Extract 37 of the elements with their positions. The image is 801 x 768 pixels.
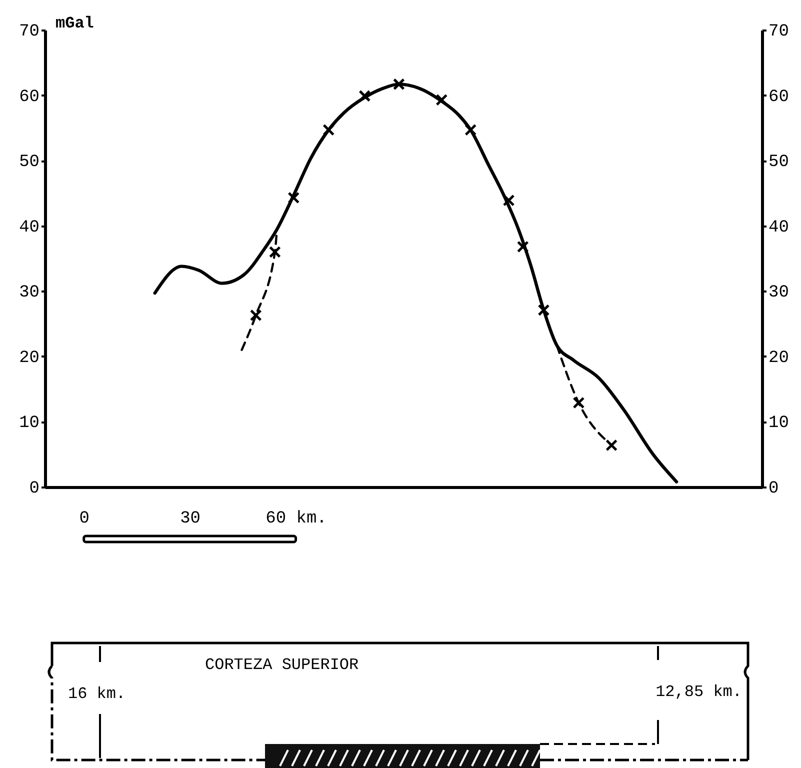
point <box>392 78 405 90</box>
y2-tick-label: 0 <box>768 480 779 498</box>
y-tick-label: 0 <box>29 480 40 498</box>
point <box>436 94 448 106</box>
y2-tick-label: 40 <box>768 218 789 238</box>
point <box>268 246 281 258</box>
y-tick-label: 30 <box>19 284 40 303</box>
point <box>538 304 550 316</box>
y-tick-label: 60 <box>19 88 40 107</box>
line-series <box>153 82 678 484</box>
point <box>572 396 585 409</box>
x-tick-label: 60 km. <box>266 510 327 528</box>
y2-tick-label: 10 <box>768 414 789 434</box>
x-tick-label: 30 <box>180 510 201 528</box>
y2-tick-label: 60 <box>768 88 789 107</box>
x-tick-label: 0 <box>79 510 90 528</box>
point <box>464 124 477 136</box>
y-tick-label: 50 <box>19 153 40 172</box>
point <box>250 309 262 322</box>
point <box>606 439 618 452</box>
y-tick-label: 40 <box>19 218 40 238</box>
text: CORTEZA SUPERIOR <box>205 656 360 674</box>
point <box>358 90 371 102</box>
text: 16 km. <box>68 685 126 703</box>
y2-tick-label: 30 <box>768 284 789 303</box>
point <box>288 192 300 204</box>
y-tick-label: 70 <box>19 22 40 42</box>
y2-tick-label: 70 <box>768 22 789 42</box>
point <box>516 240 529 253</box>
y2-tick-label: 20 <box>768 348 789 368</box>
point <box>322 124 335 136</box>
y-tick-label: 10 <box>19 414 40 434</box>
y-tick-label: 20 <box>19 348 40 368</box>
y2-tick-label: 50 <box>768 153 789 172</box>
text: 12,85 km. <box>656 683 742 701</box>
y-axis-title: mGal <box>56 14 94 32</box>
point <box>502 194 515 206</box>
